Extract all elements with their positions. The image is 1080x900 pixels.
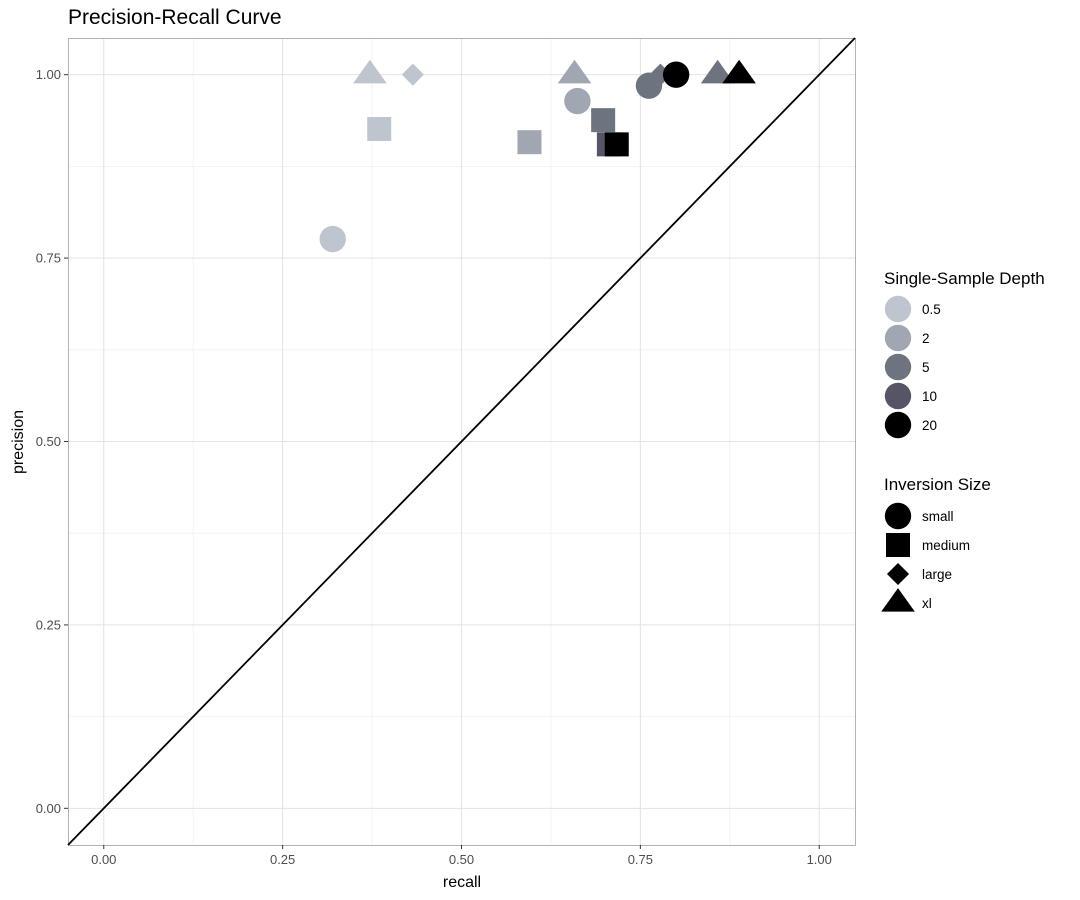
x-tick-label: 0.50 bbox=[449, 852, 474, 867]
depth-legend-key-0-5 bbox=[884, 295, 912, 323]
data-point-small-depth-0-5 bbox=[319, 225, 346, 253]
y-tick-label: 0.25 bbox=[36, 617, 61, 632]
depth-legend: Single-Sample Depth 0.5 2 5 10 20 bbox=[884, 269, 1045, 439]
data-point-xl-depth-5 bbox=[700, 59, 735, 84]
data-point-xl-depth-2 bbox=[557, 59, 592, 84]
depth-legend-title: Single-Sample Depth bbox=[884, 269, 1045, 288]
depth-legend-key-10 bbox=[884, 382, 912, 410]
data-point-small-depth-20 bbox=[662, 61, 690, 88]
shape-legend-key-large bbox=[886, 562, 910, 586]
shape-legend-key-xl bbox=[881, 588, 915, 612]
x-tick-label: 0.75 bbox=[628, 852, 653, 867]
chart-title: Precision-Recall Curve bbox=[68, 6, 282, 29]
depth-legend-key-2 bbox=[884, 324, 912, 352]
shape-legend-label: xl bbox=[922, 596, 932, 611]
data-points bbox=[319, 59, 756, 253]
y-tick-label: 0.75 bbox=[36, 251, 61, 266]
depth-legend-label: 10 bbox=[922, 389, 937, 404]
x-tick-label: 0.00 bbox=[91, 852, 116, 867]
x-axis-ticks: 0.00 0.25 0.50 0.75 1.00 bbox=[91, 845, 832, 867]
depth-legend-label: 2 bbox=[922, 331, 930, 346]
y-axis-title: precision bbox=[10, 410, 27, 474]
shape-legend-title: Inversion Size bbox=[884, 475, 991, 494]
shape-legend-key-small bbox=[884, 502, 912, 530]
y-axis-ticks: 0.00 0.25 0.50 0.75 1.00 bbox=[36, 67, 68, 816]
depth-legend-key-20 bbox=[884, 411, 912, 439]
shape-legend-label: small bbox=[922, 509, 954, 524]
shape-legend-key-medium bbox=[886, 533, 910, 557]
data-point-large-depth-0-5 bbox=[401, 63, 424, 86]
x-tick-label: 0.25 bbox=[270, 852, 295, 867]
grid bbox=[68, 38, 855, 845]
depth-legend-label: 5 bbox=[922, 360, 930, 375]
x-axis-title: recall bbox=[443, 874, 481, 891]
y-tick-label: 0.50 bbox=[36, 434, 61, 449]
data-point-xl-depth-0-5 bbox=[353, 59, 387, 84]
shape-legend: Inversion Size small medium large xl bbox=[881, 475, 991, 612]
shape-legend-label: medium bbox=[922, 538, 970, 553]
y-tick-label: 1.00 bbox=[36, 67, 61, 82]
data-point-medium-depth-2 bbox=[517, 130, 542, 155]
reference-diagonal-line bbox=[67, 37, 856, 846]
depth-legend-label: 0.5 bbox=[922, 302, 941, 317]
data-point-medium-depth-5 bbox=[591, 108, 616, 133]
data-point-medium-depth-20 bbox=[604, 132, 629, 157]
shape-legend-label: large bbox=[922, 567, 952, 582]
depth-legend-key-5 bbox=[884, 353, 912, 381]
y-tick-label: 0.00 bbox=[36, 801, 61, 816]
data-point-large-depth-5 bbox=[649, 63, 672, 86]
data-point-medium-depth-0-5 bbox=[367, 116, 392, 141]
data-point-xl-depth-20 bbox=[722, 59, 756, 84]
data-point-small-depth-2 bbox=[564, 87, 591, 115]
depth-legend-label: 20 bbox=[922, 418, 937, 433]
x-tick-label: 1.00 bbox=[807, 852, 832, 867]
